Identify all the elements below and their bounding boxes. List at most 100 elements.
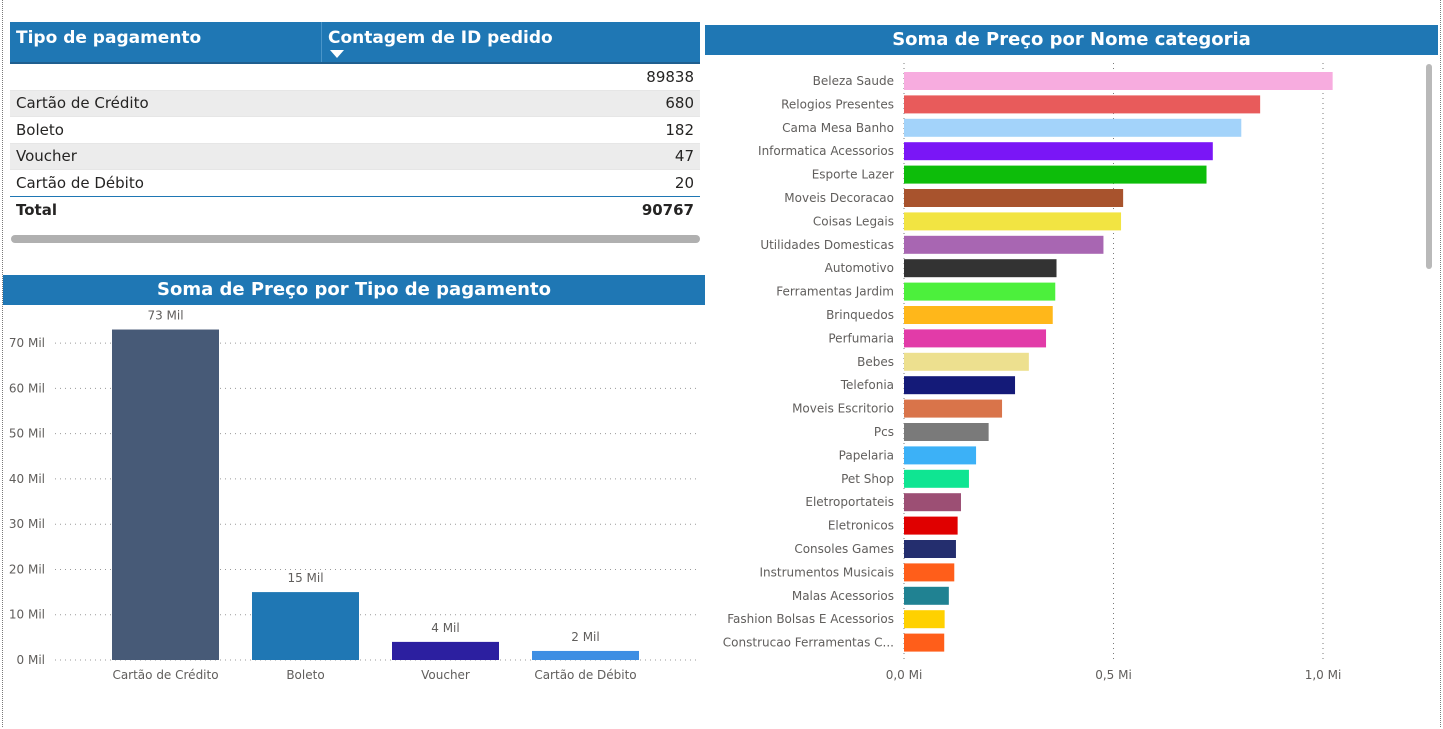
y-tick-label: Automotivo	[825, 261, 894, 275]
table-row[interactable]: Boleto 182	[10, 117, 700, 144]
bar	[904, 329, 1047, 348]
bar	[904, 189, 1124, 207]
bar	[904, 118, 1242, 137]
bar	[904, 376, 1016, 395]
y-tick-label: 30 Mil	[9, 517, 45, 531]
total-value: 90767	[641, 200, 694, 219]
bar	[904, 142, 1213, 161]
payment-count-table[interactable]: Tipo de pagamento Contagem de ID pedido …	[10, 22, 700, 223]
cell-contagem: 89838	[646, 67, 694, 86]
y-tick-label: Ferramentas Jardim	[776, 285, 894, 299]
y-tick-label: 20 Mil	[9, 562, 45, 576]
column-header-tipo[interactable]: Tipo de pagamento	[10, 22, 322, 62]
category-chart-scrollbar[interactable]	[1426, 64, 1432, 269]
payment-bar-chart: 0 Mil 10 Mil 20 Mil 30 Mil 40 Mil 50 Mil 60 Mi…	[9, 309, 700, 682]
bar	[904, 399, 1003, 418]
y-tick-label: Perfumaria	[828, 331, 894, 345]
table-row[interactable]: Voucher 47	[10, 143, 700, 170]
bar-data-label: 15 Mil	[287, 571, 323, 585]
bar	[904, 493, 961, 512]
y-tick-label: Informatica Acessorios	[758, 144, 894, 158]
bar	[904, 423, 989, 441]
x-tick-label: Cartão de Débito	[534, 668, 636, 682]
bar	[532, 650, 639, 660]
bar	[904, 282, 1056, 301]
bar	[904, 540, 956, 558]
bar	[904, 469, 969, 488]
column-header-contagem[interactable]: Contagem de ID pedido	[322, 22, 700, 62]
y-tick-label: Malas Acessorios	[792, 589, 894, 603]
bar	[904, 352, 1029, 371]
y-tick-label: Moveis Escritorio	[792, 402, 894, 416]
cell-contagem: 47	[674, 147, 694, 166]
y-tick-label: 0 Mil	[17, 653, 45, 667]
y-tick-label: 70 Mil	[9, 336, 45, 350]
bar	[904, 446, 977, 465]
cell-tipo: Voucher	[16, 147, 77, 166]
y-tick-label: Eletronicos	[828, 519, 894, 533]
y-tick-label: Esporte Lazer	[812, 168, 894, 182]
y-tick-label: Relogios Presentes	[781, 97, 894, 111]
cell-contagem: 680	[665, 94, 694, 113]
y-tick-label: Pcs	[874, 425, 894, 439]
y-tick-label: Fashion Bolsas E Acessorios	[727, 612, 894, 626]
bar	[904, 259, 1057, 278]
table-row[interactable]: Cartão de Crédito 680	[10, 90, 700, 117]
y-tick-label: Beleza Saude	[813, 74, 894, 88]
bar	[112, 329, 219, 660]
category-chart-title: Soma de Preço por Nome categoria	[705, 25, 1438, 55]
bar	[252, 592, 359, 660]
y-tick-label: Cama Mesa Banho	[782, 121, 894, 135]
sort-descending-icon[interactable]	[330, 50, 344, 58]
y-tick-label: Coisas Legais	[813, 214, 894, 228]
y-tick-label: 10 Mil	[9, 608, 45, 622]
cell-contagem: 182	[665, 120, 694, 139]
bar	[904, 586, 949, 605]
bar	[904, 165, 1207, 184]
y-tick-label: Brinquedos	[826, 308, 894, 322]
table-header: Tipo de pagamento Contagem de ID pedido	[10, 22, 700, 64]
y-tick-label: Construcao Ferramentas C...	[723, 636, 894, 650]
bar	[904, 610, 945, 629]
x-tick-label: Voucher	[421, 668, 470, 682]
bar	[904, 95, 1261, 114]
y-tick-label: Bebes	[857, 355, 894, 369]
column-header-contagem-label: Contagem de ID pedido	[328, 28, 553, 48]
x-tick-label: 0,5 Mi	[1095, 668, 1132, 682]
bar	[904, 633, 945, 652]
y-tick-label: Instrumentos Musicais	[759, 565, 894, 579]
y-tick-label: Papelaria	[839, 448, 894, 462]
bar	[904, 563, 955, 582]
x-tick-label: 1,0 Mi	[1305, 668, 1342, 682]
total-label: Total	[16, 200, 57, 219]
cell-tipo: Cartão de Débito	[16, 173, 144, 192]
bar	[904, 516, 958, 535]
table-row[interactable]: Cartão de Débito 20	[10, 170, 700, 196]
bar	[904, 235, 1104, 254]
cell-tipo: Boleto	[16, 120, 64, 139]
table-row[interactable]: 89838	[10, 64, 700, 91]
y-tick-label: Pet Shop	[841, 472, 894, 486]
cell-tipo: Cartão de Crédito	[16, 94, 149, 113]
y-tick-label: Eletroportateis	[805, 495, 894, 509]
bar	[904, 212, 1122, 231]
category-bar-chart: 0,0 Mi 0,5 Mi 1,0 Mi Beleza Saude Relogios P…	[723, 63, 1342, 682]
bar	[392, 641, 499, 660]
y-tick-label: Telefonia	[840, 378, 894, 392]
cell-contagem: 20	[674, 173, 694, 192]
x-tick-label: 0,0 Mi	[886, 668, 923, 682]
y-tick-label: Consoles Games	[794, 542, 894, 556]
bar	[904, 306, 1053, 324]
x-tick-label: Cartão de Crédito	[112, 668, 218, 682]
bar-data-label: 2 Mil	[571, 630, 599, 644]
y-tick-label: 40 Mil	[9, 472, 45, 486]
table-horizontal-scrollbar[interactable]	[11, 235, 700, 243]
y-tick-label: 60 Mil	[9, 381, 45, 395]
payment-chart-title: Soma de Preço por Tipo de pagamento	[3, 275, 705, 305]
x-tick-label: Boleto	[286, 668, 324, 682]
y-tick-label: Utilidades Domesticas	[760, 238, 894, 252]
bar	[904, 72, 1333, 90]
y-tick-label: Moveis Decoracao	[784, 191, 894, 205]
bar-data-label: 4 Mil	[431, 621, 459, 635]
